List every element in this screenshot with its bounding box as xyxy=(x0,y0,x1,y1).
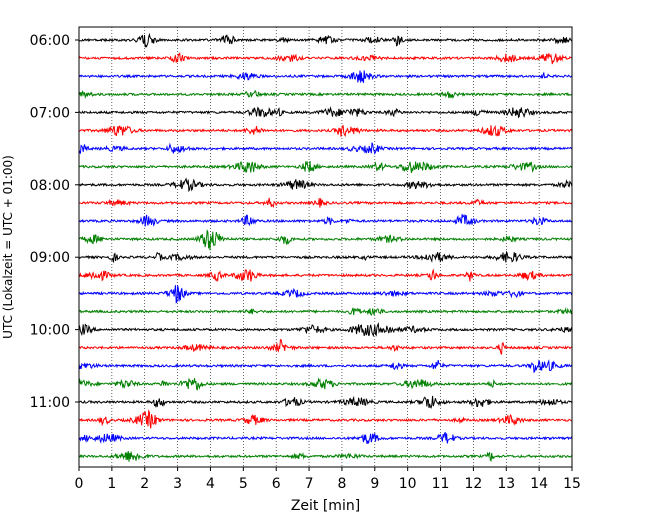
x-tick-label: 0 xyxy=(75,476,84,492)
x-tick-label: 15 xyxy=(563,476,581,492)
trace-line xyxy=(78,214,573,227)
trace-line xyxy=(78,142,573,155)
y-tick-label: 06:00 xyxy=(30,33,70,49)
x-tick-label: 9 xyxy=(370,476,379,492)
trace-line xyxy=(78,307,573,317)
trace-line xyxy=(78,32,573,48)
x-tick-label: 5 xyxy=(239,476,248,492)
trace-line xyxy=(78,228,573,251)
x-tick-label: 3 xyxy=(173,476,182,492)
y-tick-label: 08:00 xyxy=(30,178,70,194)
y-tick-label: 11:00 xyxy=(30,395,70,411)
trace-line xyxy=(78,408,573,429)
trace-line xyxy=(78,177,573,193)
trace-line xyxy=(78,105,573,119)
trace-line xyxy=(78,431,573,445)
trace-line xyxy=(78,377,573,391)
x-tick-label: 4 xyxy=(206,476,215,492)
trace-line xyxy=(78,51,573,65)
trace-line xyxy=(78,160,573,174)
x-tick-label: 7 xyxy=(305,476,314,492)
x-tick-label: 12 xyxy=(464,476,482,492)
x-tick-label: 6 xyxy=(272,476,281,492)
trace-line xyxy=(78,322,573,338)
trace-line xyxy=(78,359,573,374)
x-tick-label: 8 xyxy=(337,476,346,492)
trace-line xyxy=(78,268,573,283)
trace-line xyxy=(78,250,573,263)
x-tick-label: 11 xyxy=(432,476,450,492)
x-tick-label: 1 xyxy=(107,476,116,492)
trace-line xyxy=(78,197,573,209)
x-axis: 0 1 2 3 4 5 6 7 8 9 10 11 12 13 14 15 xyxy=(75,467,581,492)
x-tick-label: 10 xyxy=(399,476,417,492)
y-tick-label: 09:00 xyxy=(30,250,70,266)
y-tick-label: 10:00 xyxy=(30,323,70,339)
x-tick-label: 13 xyxy=(497,476,515,492)
trace-line xyxy=(78,124,573,138)
trace-line xyxy=(78,89,573,100)
y-axis: 06:00 07:00 08:00 09:00 10:00 11:00 xyxy=(30,33,79,411)
trace-group xyxy=(78,32,573,462)
x-tick-label: 2 xyxy=(140,476,149,492)
trace-line xyxy=(78,395,573,409)
y-axis-label: UTC (Lokalzeit = UTC + 01:00) xyxy=(1,155,15,339)
trace-line xyxy=(78,285,573,304)
trace-line xyxy=(78,451,573,462)
grid-lines xyxy=(111,27,540,467)
plot-frame xyxy=(78,26,573,468)
trace-line xyxy=(78,70,573,83)
y-tick-label: 07:00 xyxy=(30,105,70,121)
x-axis-label: Zeit [min] xyxy=(291,498,360,514)
x-tick-label: 14 xyxy=(530,476,548,492)
trace-line xyxy=(78,339,573,355)
